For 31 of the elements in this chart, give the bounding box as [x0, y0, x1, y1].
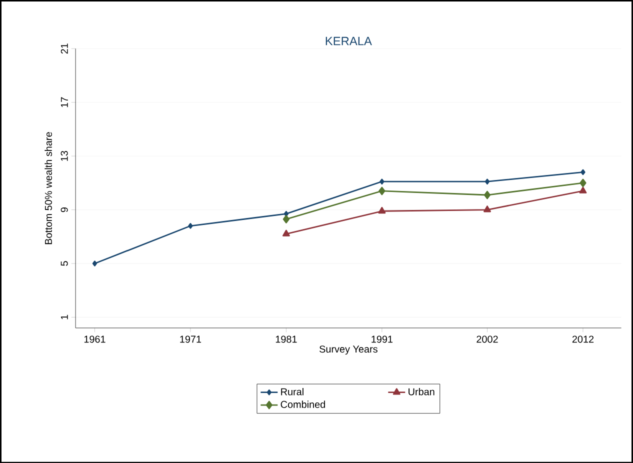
- point: [378, 206, 386, 214]
- chart-title: KERALA: [326, 36, 372, 45]
- legend-label: Combined: [280, 400, 325, 408]
- legend-label: Urban: [408, 388, 434, 396]
- point: [484, 190, 491, 200]
- point: [580, 169, 586, 175]
- point: [188, 222, 193, 229]
- point: [282, 214, 290, 224]
- y-axis-title: Bottom 50% wealth share: [44, 132, 52, 244]
- point: [484, 178, 490, 184]
- y-tick-label: 21: [60, 43, 68, 54]
- point: [484, 205, 491, 212]
- point: [92, 260, 98, 266]
- x-axis-title: Survey Years: [320, 345, 378, 354]
- legend-label: Rural: [281, 388, 304, 396]
- point: [579, 186, 587, 194]
- point: [378, 186, 386, 195]
- point: [282, 230, 290, 236]
- y-tick-label: 9: [60, 207, 68, 212]
- point: [380, 178, 384, 184]
- x-tick-label: 1981: [276, 336, 297, 343]
- y-tick-label: 5: [60, 260, 68, 266]
- x-tick-label: 1961: [84, 336, 106, 343]
- y-tick-label: 17: [60, 97, 68, 107]
- x-tick-label: 2002: [476, 336, 498, 343]
- y-tick-label: 1: [60, 314, 68, 320]
- x-tick-label: 1971: [180, 336, 202, 343]
- y-tick-label: 13: [60, 150, 68, 161]
- point: [580, 178, 586, 187]
- x-tick-label: 2012: [572, 336, 594, 343]
- x-tick-label: 1991: [372, 336, 393, 343]
